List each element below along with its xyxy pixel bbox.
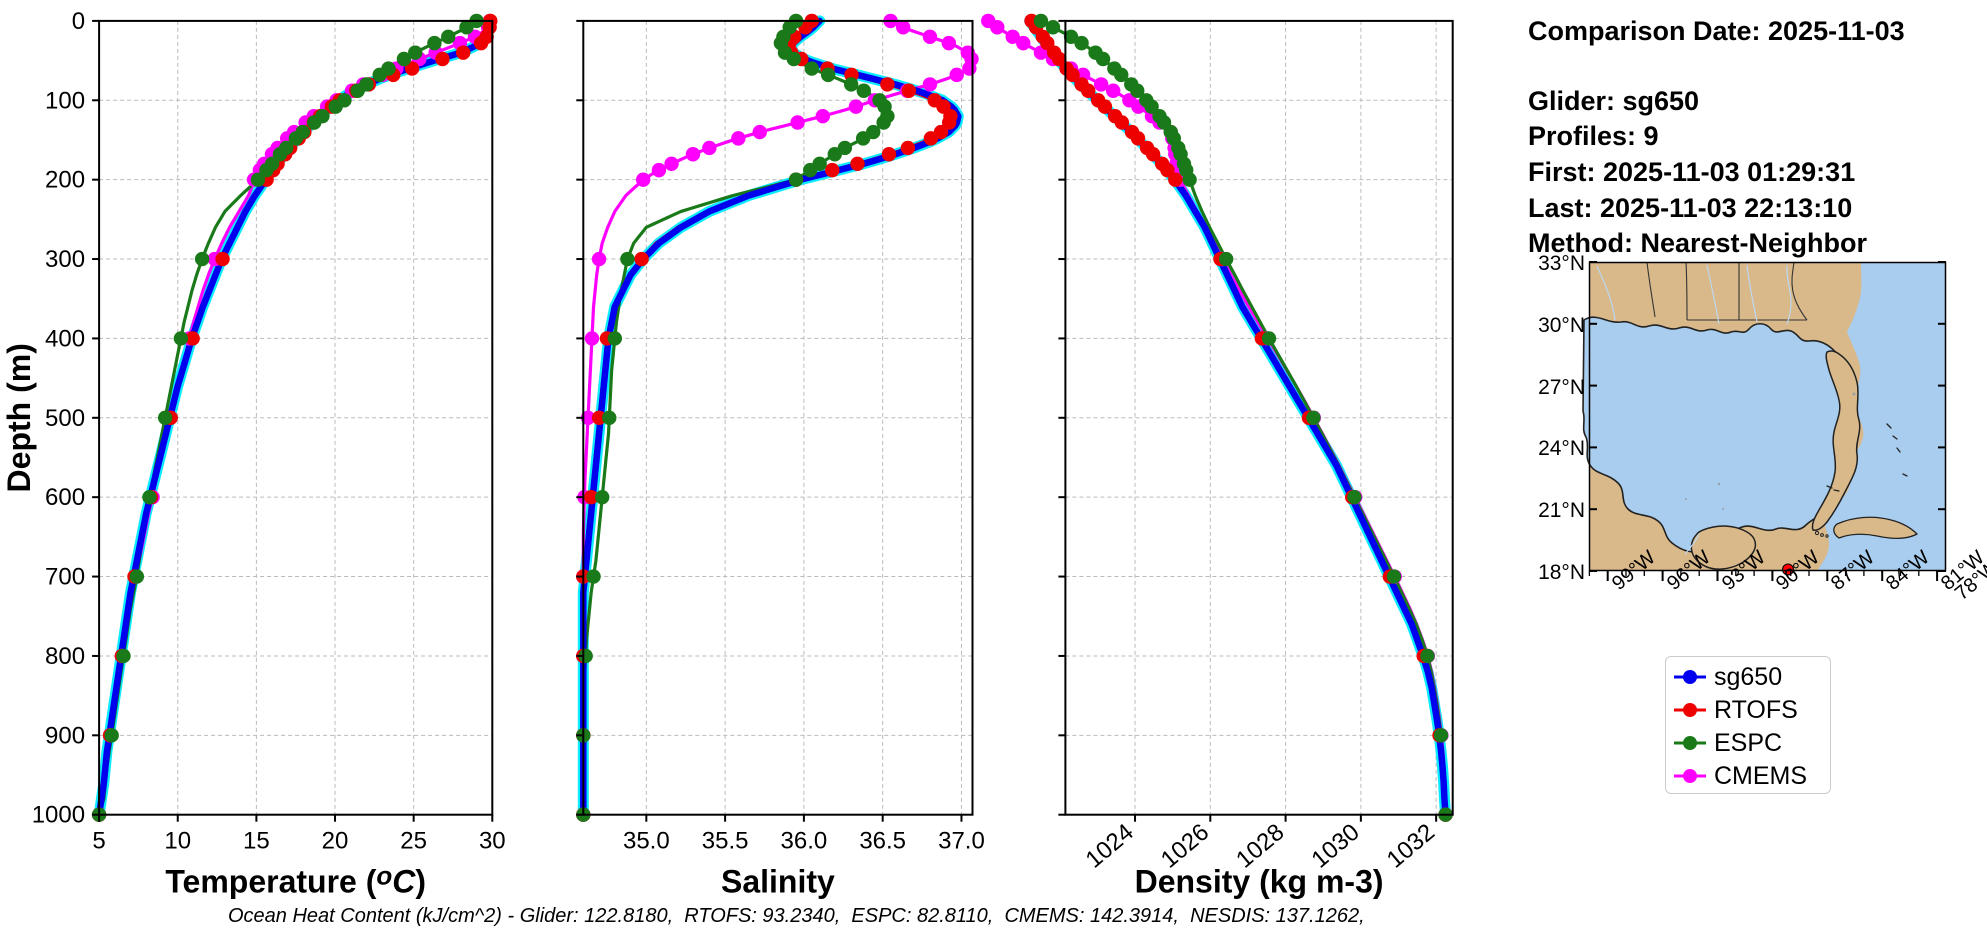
svg-text:Salinity: Salinity (721, 864, 835, 900)
svg-text:CMEMS: CMEMS (1714, 762, 1807, 790)
svg-text:300: 300 (45, 246, 85, 273)
svg-text:25: 25 (400, 828, 427, 855)
svg-text:400: 400 (45, 325, 85, 352)
svg-text:sg650: sg650 (1714, 663, 1782, 691)
svg-text:1032: 1032 (1382, 819, 1440, 874)
svg-text:1000: 1000 (32, 802, 85, 829)
svg-text:RTOFS: RTOFS (1714, 696, 1798, 724)
svg-text:10: 10 (164, 828, 191, 855)
svg-text:100: 100 (45, 87, 85, 114)
svg-text:700: 700 (45, 564, 85, 591)
svg-text:5: 5 (92, 828, 105, 855)
svg-text:Temperature (oC): Temperature (oC) (165, 861, 426, 900)
svg-text:ESPC: ESPC (1714, 729, 1782, 757)
svg-text:35.0: 35.0 (623, 828, 670, 855)
svg-text:600: 600 (45, 484, 85, 511)
svg-text:36.0: 36.0 (781, 828, 828, 855)
svg-text:37.0: 37.0 (938, 828, 985, 855)
svg-text:36.5: 36.5 (859, 828, 906, 855)
svg-text:0: 0 (72, 8, 85, 35)
svg-text:500: 500 (45, 405, 85, 432)
svg-text:Depth (m): Depth (m) (1, 343, 37, 492)
svg-text:200: 200 (45, 167, 85, 194)
svg-text:800: 800 (45, 643, 85, 670)
svg-text:15: 15 (243, 828, 270, 855)
svg-text:30: 30 (479, 828, 506, 855)
svg-text:900: 900 (45, 722, 85, 749)
svg-text:Density (kg m-3): Density (kg m-3) (1135, 864, 1384, 900)
svg-text:35.5: 35.5 (702, 828, 749, 855)
svg-text:20: 20 (322, 828, 349, 855)
svg-text:1024: 1024 (1081, 819, 1139, 874)
